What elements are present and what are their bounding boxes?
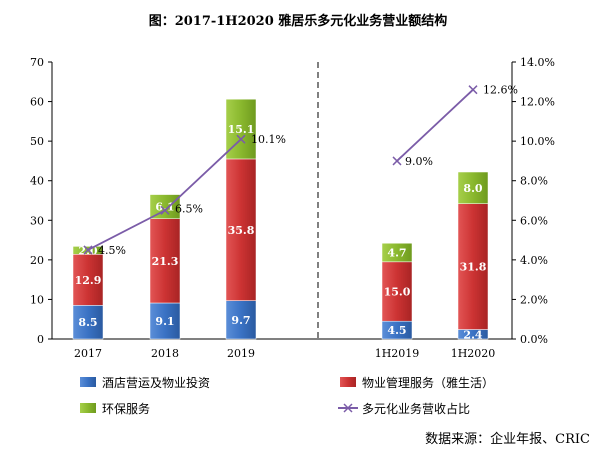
y-left-tick-label: 50 (30, 135, 44, 148)
source-note: 数据来源：企业年报、CRIC (425, 431, 590, 447)
chart-title: 图：2017-1H2020 雅居乐多元化业务营业额结构 (149, 13, 448, 29)
x-category-label: 2019 (227, 347, 255, 360)
y-left-tick-label: 0 (37, 333, 44, 346)
legend-swatch-property (340, 377, 356, 387)
share-line: 4.5% 6.5% 10.1% 9.0% 12.6% (83, 84, 518, 257)
share-point-marker (160, 205, 170, 215)
legend: 酒店营运及物业投资 物业管理服务（雅生活） 环保服务 多元化业务营收占比 (80, 375, 494, 416)
bar-segment-property (72, 254, 104, 306)
share-line-path (396, 89, 474, 162)
share-point-marker (392, 156, 402, 166)
bar-segment-property (225, 158, 257, 301)
bar-value-label: 31.8 (460, 261, 487, 274)
y-left-tick-label: 70 (30, 56, 44, 69)
legend-swatch-env (80, 403, 96, 413)
bar-value-label: 6.1 (155, 201, 174, 214)
bar-value-label: 35.8 (228, 224, 255, 237)
share-point-label: 6.5% (175, 202, 203, 215)
y-right-tick-label: 6.0% (520, 214, 548, 227)
bar-value-label: 21.3 (152, 255, 179, 268)
legend-label-share: 多元化业务营收占比 (362, 401, 470, 416)
bar-segment-hotel (149, 302, 181, 340)
bar-value-label: 8.5 (78, 316, 97, 329)
y-right-tick-label: 12.0% (520, 96, 555, 109)
x-category-label: 1H2019 (375, 347, 420, 360)
y-left-tick-label: 30 (30, 214, 44, 227)
share-point-marker (236, 134, 246, 144)
y-left-tick-label: 20 (30, 254, 44, 267)
legend-item-share: 多元化业务营收占比 (338, 401, 470, 416)
share-point-label: 12.6% (483, 84, 518, 97)
y-axis-left-ticks: 0 10 20 30 40 50 60 70 (30, 56, 52, 346)
x-category-label: 2018 (151, 347, 179, 360)
bar-value-label: 9.7 (231, 314, 250, 327)
share-point-label: 4.5% (98, 244, 126, 257)
y-right-tick-label: 2.0% (520, 293, 548, 306)
bar-segment-property (457, 203, 489, 330)
legend-swatch-hotel (80, 377, 96, 387)
share-point-label: 10.1% (251, 133, 286, 146)
x-category-label: 1H2020 (451, 347, 496, 360)
legend-item-hotel: 酒店营运及物业投资 (80, 375, 210, 390)
plot-area: 0 10 20 30 40 50 60 70 0.0% 2.0% 4.0% 6.0% 8.0% 10.0… (30, 56, 555, 360)
bar-value-label: 4.5 (387, 324, 406, 337)
y-axis-right-ticks: 0.0% 2.0% 4.0% 6.0% 8.0% 10.0% 12.0% 14.0% (512, 56, 555, 346)
legend-label-env: 环保服务 (102, 401, 150, 416)
bar-segment-property (381, 261, 413, 322)
bar-value-label: 12.9 (75, 274, 102, 287)
y-right-tick-label: 4.0% (520, 254, 548, 267)
legend-label-property: 物业管理服务（雅生活） (362, 375, 494, 390)
share-point-marker (468, 85, 478, 95)
bar-segment-hotel (225, 300, 257, 340)
x-axis-categories: 2017 2018 2019 1H2019 1H2020 (74, 347, 495, 360)
bar-segment-env (381, 242, 413, 263)
bar-segment-property (149, 218, 181, 304)
bar-segment-env (457, 171, 489, 204)
bar-value-label: 9.1 (155, 315, 174, 328)
bar-value-label: 4.7 (387, 247, 406, 260)
y-left-tick-label: 10 (30, 293, 44, 306)
legend-label-hotel: 酒店营运及物业投资 (102, 375, 210, 390)
y-right-tick-label: 10.0% (520, 135, 555, 148)
share-point-label: 9.0% (405, 155, 433, 168)
legend-marker-share (343, 403, 353, 413)
bar-value-label: 8.0 (463, 182, 482, 195)
bar-segment-hotel (72, 305, 104, 340)
y-left-tick-label: 40 (30, 175, 44, 188)
bar-value-label: 15.1 (228, 123, 255, 136)
bar-value-label: 2.4 (463, 328, 482, 341)
y-right-tick-label: 8.0% (520, 175, 548, 188)
share-point-marker (83, 245, 93, 255)
y-right-tick-label: 14.0% (520, 56, 555, 69)
y-left-tick-label: 60 (30, 96, 44, 109)
legend-item-property: 物业管理服务（雅生活） (340, 375, 494, 390)
x-category-label: 2017 (74, 347, 102, 360)
bars: 8.512.92.09.121.36.19.735.815.14.515.04.… (72, 98, 489, 341)
y-right-tick-label: 0.0% (520, 333, 548, 346)
legend-item-env: 环保服务 (80, 401, 150, 416)
bar-value-label: 15.0 (384, 286, 411, 299)
